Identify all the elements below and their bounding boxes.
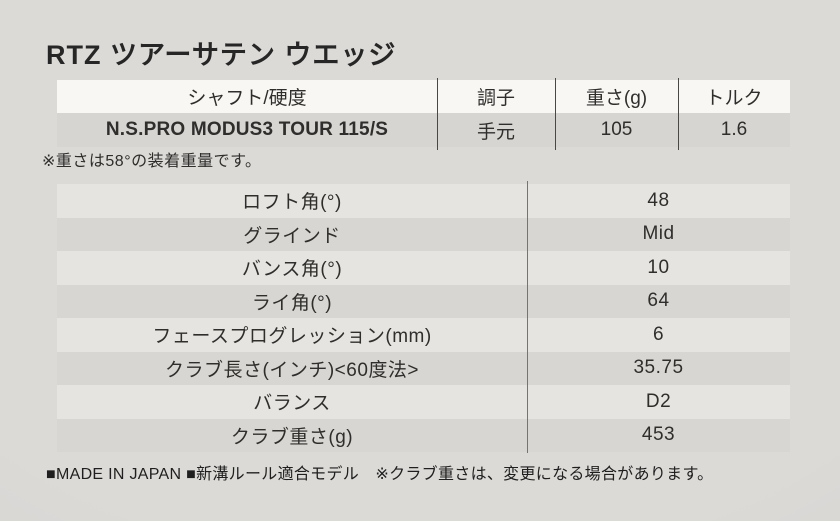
shaft-header-torque: トルク: [705, 88, 763, 109]
spec-value: 6: [652, 323, 665, 345]
spec-label: バランス: [253, 393, 331, 415]
spec-value: Mid: [642, 223, 675, 245]
shaft-table-divider-3: [678, 78, 679, 150]
spec-label: バンス角(°): [241, 259, 343, 281]
spec-row-grind: グラインド Mid: [57, 217, 790, 251]
spec-label: クラブ長さ(インチ)<60度法>: [165, 359, 419, 381]
shaft-weight-value: 105: [600, 119, 633, 140]
spec-value: 10: [647, 256, 670, 278]
spec-value: D2: [645, 390, 672, 412]
footer-note: ■MADE IN JAPAN ■新溝ルール適合モデル ※クラブ重さは、変更になる…: [46, 466, 714, 483]
shaft-header-weight: 重さ(g): [585, 88, 648, 109]
page-title: RTZ ツアーサテン ウエッジ: [46, 40, 397, 70]
shaft-table-divider-2: [555, 78, 556, 150]
spec-value: 453: [641, 424, 676, 446]
spec-row-bounce: バンス角(°) 10: [57, 251, 790, 285]
spec-row-balance: バランス D2: [57, 385, 790, 419]
spec-label: ライ角(°): [251, 292, 333, 314]
shaft-header-shaft-hardness: シャフト/硬度: [187, 88, 307, 109]
club-spec-table: ロフト角(°) 48 グラインド Mid バンス角(°) 10 ライ角(°) 6…: [57, 181, 790, 453]
spec-value: 35.75: [633, 357, 684, 379]
shaft-table-data-row: N.S.PRO MODUS3 TOUR 115/S 手元 105 1.6: [57, 113, 790, 147]
spec-row-lie: ライ角(°) 64: [57, 284, 790, 318]
shaft-name-value: N.S.PRO MODUS3 TOUR 115/S: [105, 119, 389, 140]
shaft-table-divider-1: [437, 78, 438, 150]
torque-value: 1.6: [720, 119, 748, 140]
shaft-table-header-row: シャフト/硬度 調子 重さ(g) トルク: [57, 80, 790, 113]
spec-label: ロフト角(°): [242, 192, 342, 214]
weight-note: ※重さは58°の装着重量です。: [42, 153, 262, 170]
spec-row-loft: ロフト角(°) 48: [57, 184, 790, 218]
spec-value: 64: [647, 290, 670, 312]
spec-label: フェースプログレッション(mm): [152, 326, 432, 348]
spec-table-divider: [527, 181, 528, 453]
spec-label: クラブ重さ(g): [230, 426, 354, 448]
spec-row-club-length: クラブ長さ(インチ)<60度法> 35.75: [57, 351, 790, 385]
shaft-spec-table: シャフト/硬度 調子 重さ(g) トルク N.S.PRO MODUS3 TOUR…: [57, 78, 790, 150]
kick-point-value: 手元: [476, 121, 515, 143]
spec-label: グラインド: [243, 225, 341, 247]
spec-value: 48: [647, 189, 670, 211]
spec-row-club-weight: クラブ重さ(g) 453: [57, 418, 790, 452]
spec-row-face-progression: フェースプログレッション(mm) 6: [57, 318, 790, 352]
shaft-header-kick-point: 調子: [476, 88, 515, 109]
